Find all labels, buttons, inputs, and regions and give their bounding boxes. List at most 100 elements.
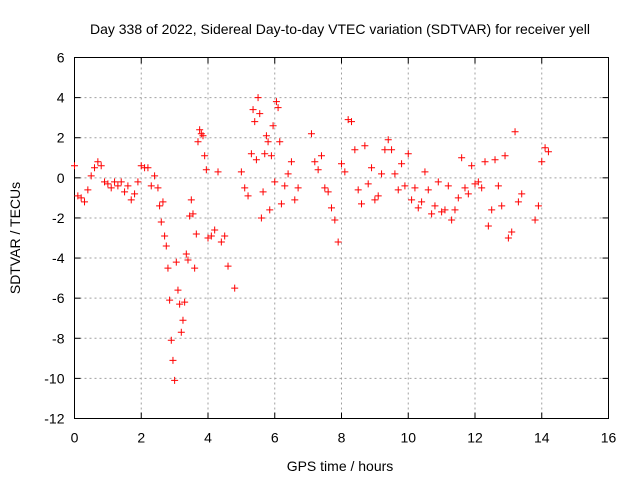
data-point [164,264,172,272]
data-point [398,160,406,168]
data-point [378,170,386,178]
data-point [121,188,129,196]
x-tick-label: 14 [534,430,550,446]
data-point [184,256,192,264]
data-point [277,200,285,208]
y-tick-label: 6 [57,50,65,66]
data-point [256,110,264,118]
data-point [171,376,179,384]
data-point [327,204,335,212]
x-tick-label: 0 [71,430,79,446]
data-point [131,190,139,198]
data-point [147,182,155,190]
data-point [374,192,382,200]
data-point [94,158,102,166]
data-point [254,94,262,102]
data-point [488,206,496,214]
data-point [156,202,164,210]
data-point [394,186,402,194]
data-point [264,138,272,146]
data-point [511,128,519,136]
data-point [381,146,389,154]
data-point [159,198,167,206]
data-point [508,228,516,236]
data-point [207,232,215,240]
data-point [534,202,542,210]
data-point [338,160,345,168]
data-point [179,316,187,324]
y-tick-label: -8 [52,330,65,346]
data-point [157,218,165,226]
data-point [544,148,552,156]
data-point [434,178,442,186]
data-point [331,216,339,224]
data-point [388,146,396,154]
data-point [518,190,526,198]
data-point [468,162,476,170]
x-tick-label: 4 [204,430,212,446]
x-tick-label: 10 [400,430,416,446]
data-point [181,298,189,306]
data-point [531,216,539,224]
data-point [314,166,322,174]
data-point [281,182,289,190]
data-point [97,162,105,170]
data-point [498,202,506,210]
data-point [481,158,489,166]
data-point [176,300,184,308]
data-point [167,336,175,344]
y-tick-label: -2 [52,210,65,226]
y-tick-label: -12 [44,411,64,427]
data-point [161,232,169,240]
data-point [291,196,299,204]
x-tick-labels: 0 2 4 6 8 10 12 14 16 [71,430,617,446]
data-point [391,170,399,178]
data-point [358,200,366,208]
y-tick-label: -4 [52,250,65,266]
data-point [241,184,249,192]
data-point [166,296,174,304]
data-point [414,204,422,212]
data-point [211,226,219,234]
data-point [271,178,279,186]
data-point [84,186,92,194]
data-point [267,152,275,160]
data-point [504,234,512,242]
data-point [252,156,260,164]
data-point [274,104,282,112]
data-point [174,286,182,294]
data-point [224,262,232,270]
x-tick-label: 2 [137,430,145,446]
data-point [448,216,456,224]
plot-frame [74,57,609,419]
data-point [231,284,239,292]
data-point [324,188,332,196]
data-point [464,190,472,198]
data-point [134,178,142,186]
data-point [259,188,267,196]
data-point [408,196,416,204]
y-tick-label: -10 [44,370,64,386]
data-point [284,170,292,178]
data-point [151,172,159,180]
grid [74,57,609,419]
data-point [187,196,195,204]
data-point [384,136,392,144]
data-point [454,194,462,202]
data-point [237,168,245,176]
data-point [91,164,99,172]
data-point [71,162,78,170]
data-point [317,152,325,160]
data-point [247,150,255,158]
data-point [361,142,369,150]
data-point [269,122,277,130]
data-point [321,184,329,192]
data-point [484,222,492,230]
data-point [117,178,125,186]
data-point [107,184,115,192]
x-tick-label: 16 [601,430,617,446]
data-point [474,178,482,186]
data-point [194,138,202,146]
data-point [154,184,162,192]
y-tick-label: 2 [57,130,65,146]
